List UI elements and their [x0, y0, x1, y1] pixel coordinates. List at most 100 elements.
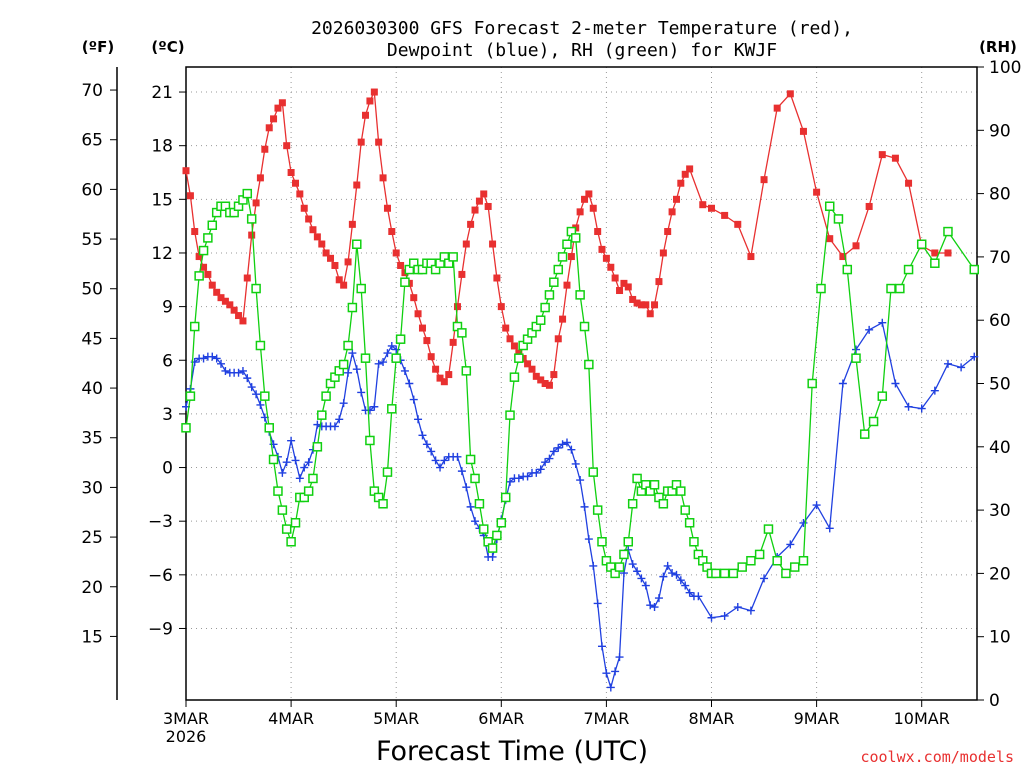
c-tick-label: 12	[151, 244, 173, 264]
temperature-point	[826, 235, 834, 243]
temperature-point	[510, 342, 518, 350]
temperature-point	[353, 181, 361, 189]
temperature-point	[545, 381, 553, 389]
rh-point	[833, 214, 844, 224]
x-axis-title: Forecast Time (UTC)	[376, 736, 648, 767]
dewpoint-point	[252, 390, 261, 399]
rh-point	[895, 283, 905, 294]
rh-point	[824, 201, 835, 212]
rh-point	[842, 264, 853, 275]
dewpoint-point	[593, 599, 602, 608]
temperature-point	[313, 233, 321, 241]
dewpoint-point	[287, 436, 296, 445]
temperature-point	[686, 165, 694, 173]
temperature-point	[633, 299, 641, 307]
dewpoint-point	[374, 359, 383, 368]
temperature-point	[567, 253, 575, 261]
dewpoint-point	[427, 447, 436, 456]
rh-point	[286, 537, 296, 547]
dewpoint-point	[199, 354, 208, 363]
x-tick-label: 3MAR	[163, 709, 209, 728]
temperature-point	[799, 127, 807, 135]
dewpoint-point	[243, 374, 252, 383]
temperature-point	[839, 253, 847, 261]
rh-tick-label: 40	[989, 438, 1011, 458]
temperature-point	[760, 176, 768, 184]
dewpoint-point	[365, 406, 374, 415]
f-tick-label: 25	[81, 528, 103, 548]
temperature-point	[559, 315, 567, 323]
dewpoint-point	[352, 365, 361, 374]
rh-point	[658, 499, 669, 509]
dewpoint-point	[567, 445, 576, 454]
dewpoint-point	[300, 463, 309, 472]
x-tick-year: 2026	[166, 727, 207, 746]
temperature-point	[230, 306, 238, 314]
dewpoint-point	[488, 552, 497, 561]
dewpoint-point	[291, 456, 300, 465]
temperature-point	[602, 254, 610, 262]
rh-point	[623, 537, 634, 547]
dewpoint-point	[457, 467, 466, 476]
temperature-point	[370, 88, 378, 96]
temperature-point	[366, 97, 374, 105]
dewpoint-point	[234, 368, 243, 377]
dewpoint-point	[549, 447, 558, 456]
temperature-point	[427, 353, 435, 361]
dewpoint-point	[348, 349, 357, 358]
temperature-point	[865, 202, 873, 210]
temperature-point	[335, 276, 343, 284]
rh-point	[868, 416, 879, 427]
temperature-point	[436, 374, 444, 382]
temperature-point	[432, 365, 440, 373]
temperature-point	[497, 303, 505, 311]
rh-point	[689, 537, 699, 547]
rh-point	[597, 537, 607, 547]
temperature-point	[773, 104, 781, 112]
temperature-point	[340, 281, 348, 289]
watermark: coolwx.com/models	[860, 748, 1014, 766]
rh-point	[632, 473, 642, 484]
dewpoint-point	[615, 653, 624, 662]
dewpoint-point	[282, 458, 291, 467]
temperature-point	[659, 249, 667, 257]
rh-point	[273, 486, 283, 496]
temperature-point	[484, 202, 492, 210]
rh-tick-label: 30	[989, 501, 1011, 521]
dewpoint-point	[379, 358, 388, 367]
temperature-point	[256, 174, 264, 182]
temperature-point	[620, 279, 628, 287]
c-tick-label: 21	[151, 83, 173, 103]
rh-point	[465, 454, 476, 465]
rh-point	[627, 499, 638, 509]
temperature-point	[462, 240, 470, 248]
temperature-point	[637, 301, 645, 309]
dewpoint-point	[400, 366, 409, 375]
rh-point	[553, 264, 564, 275]
temperature-point	[392, 249, 400, 257]
rh-point	[251, 283, 261, 294]
dewpoint-point	[436, 463, 445, 472]
dewpoint-point	[523, 472, 532, 481]
x-tick-label: 10MAR	[894, 709, 950, 728]
rh-point	[584, 359, 594, 370]
dewpoint-point	[602, 669, 611, 678]
temperature-point	[252, 199, 260, 207]
temperature-point	[668, 208, 676, 216]
temperature-series	[182, 88, 952, 389]
temperature-point	[331, 261, 339, 269]
rh-point	[207, 220, 218, 230]
temperature-point	[414, 310, 422, 318]
dewpoint-point	[611, 667, 620, 676]
temperature-point	[292, 179, 300, 187]
rh-point	[500, 492, 511, 503]
rh-point	[649, 480, 660, 490]
rh-point	[198, 245, 209, 256]
rh-point	[360, 353, 371, 363]
rh-point	[509, 372, 520, 382]
dewpoint-point	[422, 440, 431, 449]
temperature-point	[243, 274, 251, 282]
rh-point	[474, 499, 485, 509]
temperature-point	[379, 174, 387, 182]
temperature-point	[589, 204, 597, 212]
